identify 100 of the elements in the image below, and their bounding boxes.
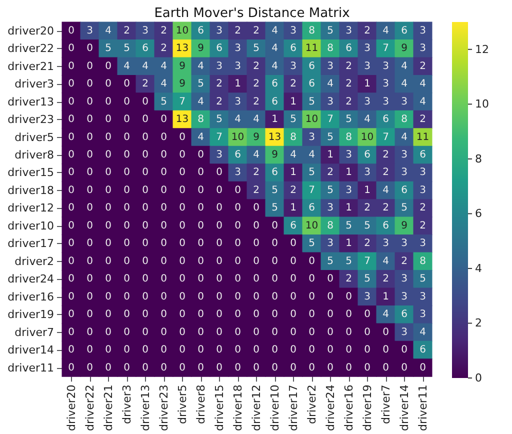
data-label: 0 xyxy=(216,274,222,285)
data-label: 0 xyxy=(105,344,112,356)
data-label: 0 xyxy=(382,344,389,356)
data-label: 5 xyxy=(327,184,334,196)
data-label: 0 xyxy=(253,220,260,232)
data-label: 3 xyxy=(382,60,389,72)
data-label: 3 xyxy=(364,43,370,54)
data-label: 0 xyxy=(346,309,352,320)
y-tick-label: driver10 xyxy=(8,219,54,232)
data-label: 0 xyxy=(68,149,74,160)
data-label: 0 xyxy=(68,309,74,320)
data-label: 2 xyxy=(253,60,260,72)
data-label: 0 xyxy=(327,309,334,320)
color-bar-label: 8 xyxy=(475,152,482,166)
data-label: 0 xyxy=(327,362,334,374)
data-label: 0 xyxy=(105,184,112,196)
data-label: 0 xyxy=(124,149,130,160)
data-label: 0 xyxy=(327,291,334,302)
data-label: 3 xyxy=(346,184,352,196)
data-label: 0 xyxy=(86,256,93,267)
data-label: 0 xyxy=(308,326,315,338)
data-label: 0 xyxy=(124,114,130,126)
data-label: 2 xyxy=(364,238,370,250)
data-label: 0 xyxy=(160,362,167,374)
data-label: 4 xyxy=(198,132,204,143)
data-label: 0 xyxy=(142,114,148,126)
data-label: 0 xyxy=(124,220,130,232)
data-label: 0 xyxy=(308,291,315,302)
data-label: 0 xyxy=(216,238,222,250)
data-label: 3 xyxy=(420,238,426,250)
data-label: 0 xyxy=(179,132,186,143)
data-label: 5 xyxy=(364,274,370,285)
data-label: 1 xyxy=(290,96,296,108)
data-label: 3 xyxy=(420,184,426,196)
y-tick-label: driver8 xyxy=(14,148,54,162)
data-label: 0 xyxy=(364,326,370,338)
data-label: 0 xyxy=(68,220,74,232)
data-label: 6 xyxy=(272,167,278,178)
data-label: 0 xyxy=(124,184,130,196)
data-label: 0 xyxy=(68,344,74,356)
data-label: 7 xyxy=(216,132,222,143)
data-label: 0 xyxy=(68,114,74,126)
data-label: 0 xyxy=(364,344,370,356)
data-label: 0 xyxy=(68,60,74,72)
data-label: 0 xyxy=(198,184,204,196)
data-label: 0 xyxy=(160,291,167,302)
data-label: 2 xyxy=(327,167,334,178)
data-label: 0 xyxy=(179,149,186,160)
data-label: 3 xyxy=(142,25,148,36)
y-tick-label: driver24 xyxy=(8,272,54,286)
data-label: 0 xyxy=(179,309,186,320)
data-label: 2 xyxy=(382,274,389,285)
data-label: 0 xyxy=(253,291,260,302)
data-label: 8 xyxy=(401,114,408,126)
data-label: 2 xyxy=(253,25,260,36)
data-label: 0 xyxy=(198,344,204,356)
data-label: 1 xyxy=(346,167,352,178)
y-tick-label: driver7 xyxy=(14,326,54,339)
color-bar-label: 6 xyxy=(475,207,482,220)
data-label: 1 xyxy=(364,78,370,90)
data-label: 0 xyxy=(86,291,93,302)
data-label: 0 xyxy=(234,238,241,250)
data-label: 0 xyxy=(216,167,222,178)
data-label: 0 xyxy=(124,202,130,214)
data-label: 0 xyxy=(290,326,296,338)
x-tick-label: driver21 xyxy=(102,384,115,431)
y-tick-label: driver15 xyxy=(8,166,54,180)
data-label: 6 xyxy=(382,114,389,126)
data-label: 1 xyxy=(346,202,352,214)
x-tick-label: driver13 xyxy=(138,384,152,431)
data-label: 6 xyxy=(272,96,278,108)
data-label: 0 xyxy=(160,184,167,196)
data-label: 6 xyxy=(308,60,315,72)
data-label: 0 xyxy=(105,149,112,160)
data-label: 10 xyxy=(176,25,189,36)
data-label: 0 xyxy=(86,96,93,108)
x-tick-label: driver12 xyxy=(250,384,263,431)
data-label: 0 xyxy=(198,167,204,178)
data-label: 8 xyxy=(327,220,334,232)
data-label: 2 xyxy=(382,149,389,160)
data-label: 0 xyxy=(364,309,370,320)
data-label: 0 xyxy=(290,274,296,285)
y-tick-label: driver2 xyxy=(14,254,54,268)
data-label: 7 xyxy=(382,43,389,54)
x-tick-label: driver23 xyxy=(157,384,170,431)
data-label: 3 xyxy=(327,60,334,72)
data-label: 4 xyxy=(382,25,389,36)
data-label: 0 xyxy=(290,256,296,267)
data-label: 2 xyxy=(382,167,389,178)
data-label: 0 xyxy=(142,202,148,214)
data-label: 9 xyxy=(272,149,278,160)
data-label: 6 xyxy=(198,25,204,36)
data-label: 13 xyxy=(176,43,189,54)
color-bar-label: 10 xyxy=(475,98,489,111)
data-label: 10 xyxy=(305,220,318,232)
data-label: 4 xyxy=(382,184,389,196)
data-label: 0 xyxy=(124,132,130,143)
data-label: 0 xyxy=(253,362,260,374)
data-label: 0 xyxy=(86,60,93,72)
data-label: 0 xyxy=(179,362,186,374)
